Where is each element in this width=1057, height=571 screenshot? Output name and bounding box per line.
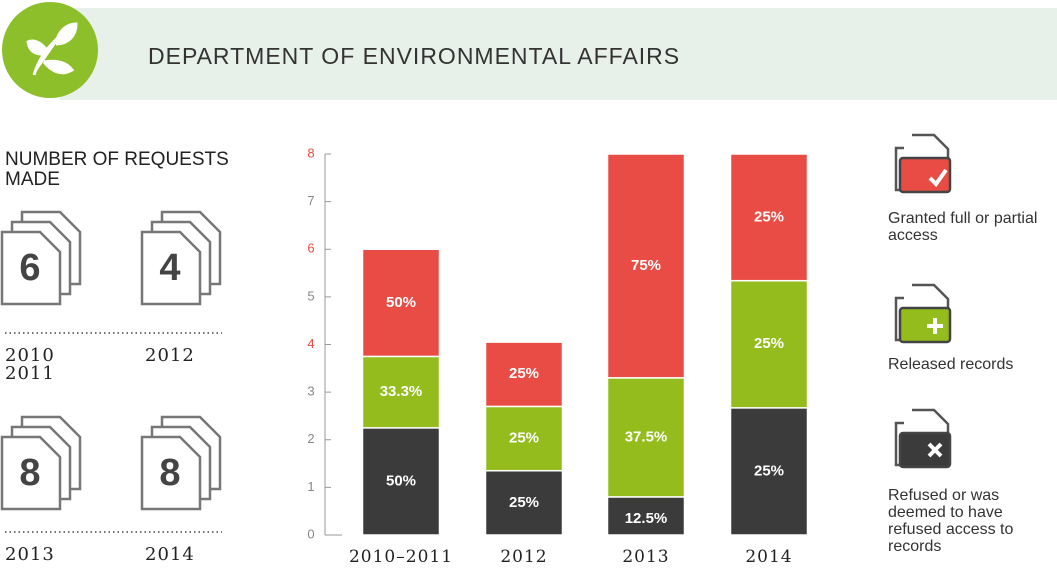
header-title: DEPARTMENT OF ENVIRONMENTAL AFFAIRS xyxy=(148,43,680,69)
x-tick-label: 2013 xyxy=(622,547,669,567)
segment-label: 25% xyxy=(754,335,784,352)
y-tick-label: 2 xyxy=(307,431,314,446)
segment-label: 25% xyxy=(509,365,539,382)
segment-label: 25% xyxy=(754,462,784,479)
segment-label: 50% xyxy=(386,472,416,489)
y-tick-label: 1 xyxy=(307,479,314,494)
request-year: 2010 2011 xyxy=(5,345,55,384)
leaf-icon xyxy=(26,22,78,76)
requests-title: NUMBER OF REQUESTS MADE xyxy=(5,149,229,190)
bar-segment xyxy=(729,279,809,409)
request-count: 8 xyxy=(19,452,40,494)
request-year: 2014 xyxy=(145,544,195,565)
request-year: 2013 xyxy=(5,544,55,565)
legend-icons xyxy=(894,133,952,469)
bar-segment xyxy=(361,248,441,358)
legend-label: Granted full or partial access xyxy=(888,210,1038,244)
bar-segment xyxy=(729,153,809,282)
y-tick-label: 4 xyxy=(307,336,314,351)
x-tick-label: 2014 xyxy=(745,547,792,567)
bar-segment xyxy=(484,341,564,408)
segment-label: 33.3% xyxy=(380,383,423,400)
segment-label: 25% xyxy=(509,430,539,447)
bar-segment xyxy=(361,427,441,536)
request-year: 2012 xyxy=(145,345,195,366)
segment-label: 12.5% xyxy=(625,510,668,527)
y-tick-label: 5 xyxy=(307,288,314,303)
bar-segment xyxy=(484,405,564,472)
y-tick-label: 8 xyxy=(307,145,314,160)
legend-label: Refused or was deemed to have refused ac… xyxy=(888,487,1014,555)
header-band xyxy=(60,8,1057,100)
y-tick-label: 3 xyxy=(307,384,314,399)
y-tick-label: 7 xyxy=(307,193,314,208)
bar-segment xyxy=(606,153,686,379)
request-icons xyxy=(0,210,222,511)
segment-label: 25% xyxy=(754,208,784,225)
x-tick-label: 2012 xyxy=(500,547,547,567)
bar-segment xyxy=(361,355,441,429)
request-count: 6 xyxy=(19,247,40,289)
x-tick-label: 2010–2011 xyxy=(349,547,453,567)
legend-label: Released records xyxy=(888,356,1014,373)
segment-label: 50% xyxy=(386,294,416,311)
request-count: 8 xyxy=(159,452,180,494)
request-count: 4 xyxy=(159,247,180,289)
y-tick-label: 6 xyxy=(307,241,314,256)
segment-label: 25% xyxy=(509,494,539,511)
segment-label: 37.5% xyxy=(625,428,668,445)
y-tick-label: 0 xyxy=(307,526,314,541)
segment-label: 75% xyxy=(631,257,661,274)
